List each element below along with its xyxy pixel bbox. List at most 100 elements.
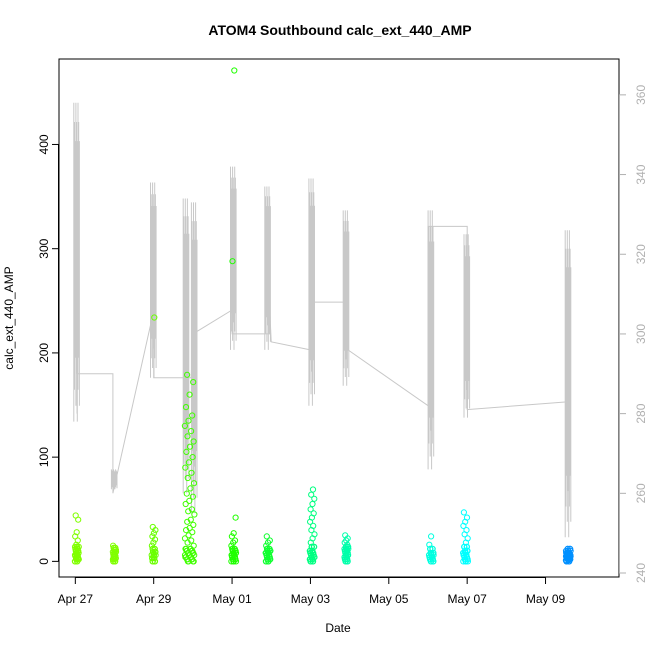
data-point: [190, 521, 197, 529]
data-point: [231, 545, 238, 553]
y-axis-left: 0 100 200 300 400: [37, 134, 59, 565]
data-point: [151, 314, 158, 321]
y-axis-label: calc_ext_440_AMP: [2, 266, 16, 369]
data-point: [464, 547, 471, 555]
data-point: [189, 412, 196, 419]
data-point: [311, 531, 318, 538]
data-point: [73, 529, 80, 536]
data-point: [190, 379, 197, 386]
data-point: [150, 552, 157, 559]
x-tick-label: May 01: [212, 592, 252, 606]
chart-title: ATOM4 Southbound calc_ext_440_AMP: [208, 22, 471, 38]
data-point: [342, 532, 349, 539]
data-point: [311, 495, 318, 502]
data-point: [149, 558, 156, 565]
line-spike: [182, 198, 190, 494]
data-point: [149, 545, 156, 553]
data-point: [182, 404, 190, 411]
y-tick-label: 0: [37, 558, 51, 565]
data-point: [184, 371, 191, 378]
data-point: [464, 535, 471, 542]
data-point: [188, 469, 195, 476]
data-point: [190, 542, 197, 549]
data-point: [150, 548, 157, 556]
data-point: [183, 490, 190, 497]
line-spike: [264, 186, 271, 350]
data-point: [263, 542, 270, 549]
data-point: [148, 542, 155, 549]
y-axis-right: 240 260 280 300 320 340 360: [619, 85, 648, 583]
x-axis-label: Date: [325, 621, 351, 635]
line-spike: [308, 178, 315, 406]
y2-tick-label: 240: [634, 563, 648, 583]
data-point: [181, 422, 188, 429]
secondary-line-series: [73, 102, 572, 538]
data-point: [148, 552, 155, 559]
data-point: [264, 545, 271, 553]
data-point: [182, 464, 189, 471]
data-point: [181, 535, 189, 542]
data-point: [463, 514, 471, 521]
line-spike: [73, 102, 80, 422]
data-point: [189, 454, 196, 461]
data-point: [150, 539, 157, 546]
data-point: [183, 448, 190, 455]
data-point: [186, 524, 193, 532]
data-point: [149, 523, 156, 531]
x-axis: Apr 27 Apr 29 May 01 May 03 May 05 May 07 May …: [58, 577, 566, 606]
y2-tick-label: 280: [634, 403, 648, 423]
data-point: [229, 258, 236, 265]
data-point: [309, 500, 316, 508]
y2-tick-label: 320: [634, 244, 648, 264]
data-point: [311, 543, 318, 550]
data-point: [187, 516, 194, 523]
data-point: [310, 522, 317, 530]
data-point: [564, 545, 571, 553]
data-point: [150, 530, 157, 537]
data-point: [229, 545, 236, 553]
data-point: [308, 491, 315, 498]
y2-tick-label: 260: [634, 483, 648, 503]
data-point: [149, 533, 156, 540]
x-tick-label: Apr 29: [136, 592, 172, 606]
line-spike: [110, 469, 118, 490]
line-spike: [427, 210, 435, 470]
data-point: [185, 532, 192, 539]
line-spike: [564, 230, 572, 538]
data-point: [228, 533, 235, 540]
data-point: [189, 493, 196, 500]
data-point: [308, 543, 315, 550]
data-point: [186, 391, 193, 398]
x-tick-label: May 03: [291, 592, 331, 606]
data-point: [72, 533, 79, 540]
data-point: [188, 428, 195, 435]
data-point: [429, 545, 436, 553]
data-point: [73, 541, 80, 548]
line-spike: [230, 166, 237, 350]
data-point: [185, 459, 192, 466]
data-point: [188, 506, 195, 513]
data-point: [228, 542, 235, 549]
data-point: [188, 537, 195, 544]
data-point: [191, 511, 198, 518]
data-point: [186, 497, 193, 504]
y2-tick-label: 360: [634, 85, 648, 105]
line-spike: [342, 210, 350, 386]
data-point: [460, 509, 467, 516]
y2-tick-label: 300: [634, 324, 648, 344]
data-point: [110, 542, 117, 549]
data-point: [426, 541, 433, 548]
data-point: [461, 543, 468, 550]
data-point: [231, 537, 239, 544]
x-tick-label: May 09: [526, 592, 566, 606]
data-point: [231, 67, 238, 74]
line-spike: [150, 182, 157, 378]
x-tick-label: Apr 27: [58, 592, 94, 606]
x-tick-label: May 07: [447, 592, 487, 606]
data-point: [307, 506, 314, 513]
data-point: [187, 485, 194, 492]
line-spike: [463, 234, 471, 418]
data-point: [184, 474, 191, 482]
